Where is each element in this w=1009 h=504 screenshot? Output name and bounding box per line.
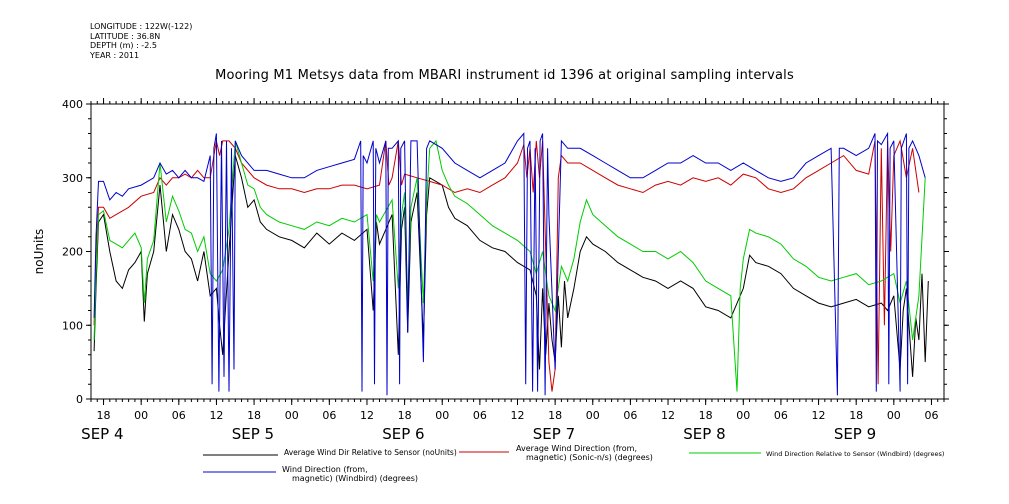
legend-label-4: Wind Direction (from, xyxy=(282,465,368,474)
x-tick-label: 18 xyxy=(548,409,562,422)
x-tick-label: 06 xyxy=(172,409,186,422)
x-tick-label: 18 xyxy=(398,409,412,422)
x-tick-label: 18 xyxy=(97,409,111,422)
x-tick-label: 06 xyxy=(322,409,336,422)
legend-label-2: magnetic) (Sonic-n/s) (degrees) xyxy=(526,453,653,462)
series-line-3 xyxy=(93,139,926,392)
x-tick-label: 18 xyxy=(699,409,713,422)
y-tick-label: 0 xyxy=(76,393,83,406)
date-label: SEP 9 xyxy=(834,425,876,443)
longitude-label: LONGITUDE : 122W(-122) xyxy=(90,22,193,31)
chart-title: Mooring M1 Metsys data from MBARI instru… xyxy=(215,68,794,83)
legend-label-4: magnetic) (Windbird) (degrees) xyxy=(292,474,418,483)
y-tick-label: 200 xyxy=(62,246,83,259)
depth-label: DEPTH (m) : -2.5 xyxy=(90,41,157,50)
x-tick-label: 12 xyxy=(360,409,374,422)
x-tick-label: 12 xyxy=(511,409,525,422)
x-tick-label: 12 xyxy=(812,409,826,422)
series-line-4 xyxy=(93,131,926,396)
y-tick-label: 300 xyxy=(62,172,83,185)
legend-label-1: Average Wind Dir Relative to Sensor (noU… xyxy=(284,448,457,457)
date-label: SEP 4 xyxy=(81,425,123,443)
legend-label-2: Average Wind Direction (from, xyxy=(516,444,637,453)
series-line-1 xyxy=(93,155,929,377)
metadata-block: LONGITUDE : 122W(-122) LATITUDE : 36.8N … xyxy=(90,22,192,60)
date-label: SEP 8 xyxy=(683,425,725,443)
x-tick-label: 00 xyxy=(736,409,750,422)
x-tick-label: 00 xyxy=(285,409,299,422)
x-tick-label: 12 xyxy=(209,409,223,422)
x-tick-label: 18 xyxy=(247,409,261,422)
x-tick-label: 00 xyxy=(134,409,148,422)
x-tick-label: 06 xyxy=(774,409,788,422)
y-axis-label: noUnits xyxy=(32,229,46,275)
x-tick-label: 06 xyxy=(623,409,637,422)
year-label: YEAR : 2011 xyxy=(90,50,140,60)
x-tick-label: 00 xyxy=(586,409,600,422)
x-tick-label: 06 xyxy=(473,409,487,422)
date-label: SEP 7 xyxy=(533,425,575,443)
x-tick-label: 00 xyxy=(887,409,901,422)
y-tick-label: 100 xyxy=(62,319,83,332)
x-tick-label: 12 xyxy=(661,409,675,422)
x-tick-label: 06 xyxy=(924,409,938,422)
x-tick-label: 18 xyxy=(849,409,863,422)
y-tick-label: 400 xyxy=(62,98,83,111)
date-label: SEP 5 xyxy=(232,425,274,443)
date-label: SEP 6 xyxy=(382,425,424,443)
legend-label-3: Wind Direction Relative to Sensor (Windb… xyxy=(766,450,944,458)
latitude-label: LATITUDE : 36.8N xyxy=(90,31,161,41)
x-tick-label: 00 xyxy=(435,409,449,422)
